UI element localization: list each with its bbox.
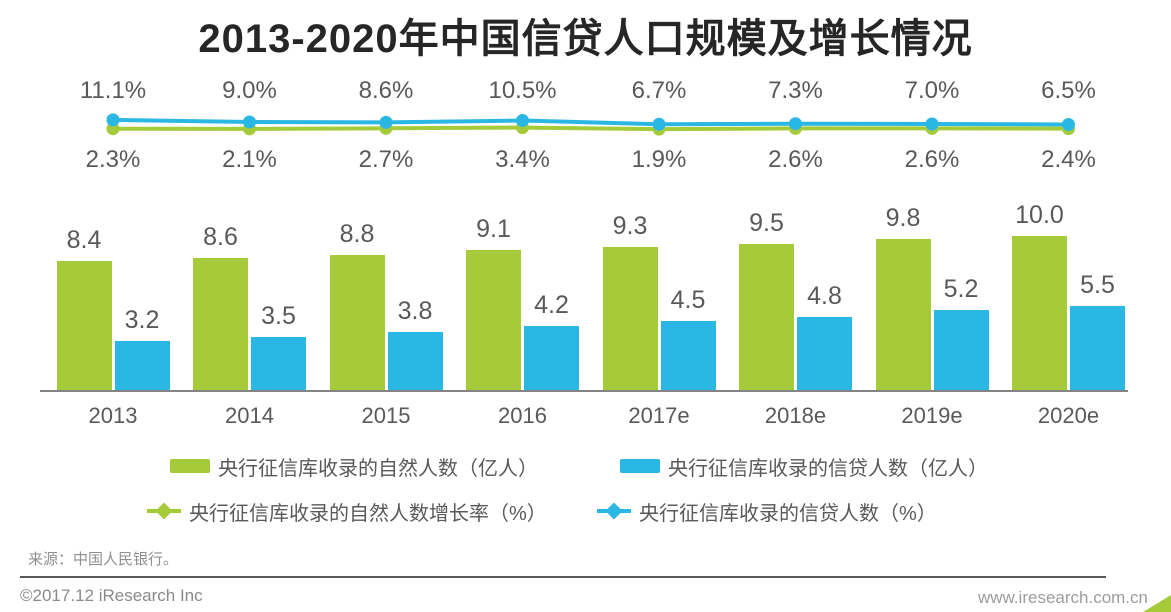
line-value-label: 2.6%	[904, 146, 960, 173]
legend-label: 央行征信库收录的信贷人数（%）	[639, 502, 937, 525]
bar-value-label: 10.0	[1015, 201, 1064, 229]
line-point-marker	[243, 122, 256, 136]
line-value-label: 1.9%	[631, 146, 687, 173]
bar-value-label: 9.3	[612, 212, 648, 240]
line-value-label: 10.5%	[488, 77, 557, 104]
footer-divider	[20, 576, 1106, 578]
bar-credit-persons	[660, 321, 716, 391]
legend-label: 央行征信库收录的信贷人数（亿人）	[668, 457, 988, 480]
legend-item: 央行征信库收录的自然人数（亿人）	[170, 452, 538, 480]
copyright-text: ©2017.12 iResearch Inc	[20, 586, 203, 605]
bar-value-label: 4.5	[670, 286, 706, 314]
bar-credit-persons	[933, 310, 989, 391]
x-axis-label: 2016	[498, 403, 547, 428]
legend-row-bars: 央行征信库收录的自然人数（亿人） 央行征信库收录的信贷人数（亿人）	[0, 452, 1171, 480]
legend-line-diamond	[155, 502, 173, 520]
bar-value-label: 8.8	[339, 220, 375, 248]
bar-value-label: 4.8	[807, 282, 842, 310]
bar-value-label: 8.6	[203, 223, 238, 251]
legend-label: 央行征信库收录的自然人数（亿人）	[218, 457, 538, 480]
legend-item: 央行征信库收录的信贷人数（%）	[597, 497, 937, 525]
line-value-label: 11.1%	[79, 77, 147, 104]
x-axis-label: 2014	[225, 403, 274, 428]
bar-value-label: 3.2	[124, 306, 160, 334]
legend-bar-swatch	[170, 459, 210, 473]
bar-value-label: 3.8	[397, 297, 433, 325]
line-value-label: 2.4%	[1041, 146, 1096, 173]
legend-row-lines: 央行征信库收录的自然人数增长率（%） 央行征信库收录的信贷人数（%）	[0, 497, 1171, 525]
line-value-label: 9.0%	[222, 77, 277, 104]
line-value-label: 7.3%	[768, 77, 823, 104]
bar-natural-persons	[329, 255, 385, 391]
bar-value-label: 9.5	[749, 209, 784, 237]
line-point-marker	[379, 115, 393, 129]
legend-bar-swatch	[620, 459, 660, 473]
bar-credit-persons	[251, 337, 306, 391]
line-value-label: 2.1%	[222, 146, 277, 173]
bar-value-label: 5.2	[943, 275, 979, 303]
x-axis-label: 2019e	[901, 403, 963, 428]
bar-natural-persons	[602, 247, 658, 391]
line-point-marker	[925, 121, 939, 135]
bar-value-label: 3.5	[261, 302, 296, 330]
line-point-marker	[516, 114, 529, 127]
line-point-marker	[652, 122, 666, 136]
line-point-marker	[925, 117, 939, 131]
line-value-label: 7.0%	[904, 77, 960, 104]
line-point-marker	[1062, 122, 1075, 136]
bar-credit-persons	[387, 332, 443, 391]
bar-natural-persons	[1012, 236, 1067, 391]
x-axis-label: 2017e	[628, 403, 690, 428]
line-value-label: 2.3%	[85, 146, 141, 173]
bar-credit-persons	[524, 326, 579, 391]
line-point-marker	[243, 115, 256, 129]
bar-natural-persons	[739, 244, 794, 391]
bar-value-label: 5.5	[1080, 271, 1115, 299]
line-point-marker	[1062, 118, 1075, 131]
bar-credit-persons	[1070, 306, 1125, 391]
line-value-label: 2.6%	[768, 146, 823, 173]
legend-item: 央行征信库收录的自然人数增长率（%）	[147, 497, 547, 525]
website-text: www.iresearch.com.cn	[977, 588, 1148, 607]
bar-value-label: 8.4	[66, 226, 102, 254]
line-natural-growth	[112, 125, 1069, 132]
legend-line-marker	[597, 502, 631, 520]
chart-title: 2013-2020年中国信贷人口规模及增长情况	[198, 17, 973, 61]
bar-credit-persons	[797, 317, 852, 391]
line-value-label: 8.6%	[358, 77, 414, 104]
line-value-label: 3.4%	[495, 146, 550, 173]
line-point-marker	[379, 121, 393, 135]
line-value-label: 6.5%	[1041, 77, 1096, 104]
line-point-marker	[789, 121, 802, 135]
bar-natural-persons	[56, 261, 112, 391]
x-axis-label: 2013	[88, 403, 138, 428]
source-note: 来源：中国人民银行。	[28, 551, 179, 568]
bar-natural-persons	[466, 250, 521, 391]
bar-value-label: 9.8	[885, 204, 921, 232]
line-value-label: 2.7%	[358, 146, 414, 173]
x-axis-label: 2015	[361, 403, 411, 428]
line-point-marker	[106, 113, 120, 127]
legend-line-marker	[147, 502, 181, 520]
x-axis-label: 2020e	[1037, 403, 1100, 428]
bar-value-label: 4.2	[534, 291, 569, 319]
line-value-label: 6.7%	[631, 77, 687, 104]
bar-value-label: 9.1	[476, 215, 511, 243]
line-point-marker	[106, 122, 120, 136]
line-credit-growth	[112, 117, 1069, 127]
bar-credit-persons	[114, 341, 170, 391]
x-axis-line	[40, 390, 1128, 392]
line-point-marker	[652, 117, 666, 131]
line-point-marker	[516, 121, 529, 135]
x-axis-label: 2018e	[764, 403, 827, 428]
legend-line-diamond	[605, 502, 623, 520]
bar-natural-persons	[193, 258, 248, 391]
bar-natural-persons	[875, 239, 931, 391]
legend-item: 央行征信库收录的信贷人数（亿人）	[620, 452, 988, 480]
legend-label: 央行征信库收录的自然人数增长率（%）	[189, 502, 547, 525]
line-point-marker	[789, 117, 802, 131]
